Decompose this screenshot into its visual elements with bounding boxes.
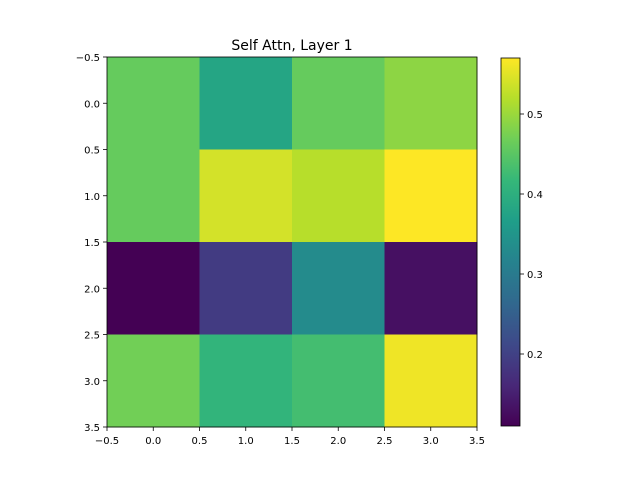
y-tick-label: 1.5 xyxy=(84,238,100,249)
heatmap-cell xyxy=(384,57,478,150)
colorbar-tick-label: 0.3 xyxy=(527,270,543,281)
heatmap-cell xyxy=(199,149,293,243)
x-tick-label: 3.0 xyxy=(423,436,439,447)
colorbar-gradient xyxy=(500,57,521,427)
heatmap-cell xyxy=(292,57,385,150)
y-tick-label: 0.0 xyxy=(84,99,100,110)
chart-title: Self Attn, Layer 1 xyxy=(231,38,352,54)
heatmap-cell xyxy=(199,242,293,335)
heatmap-cells xyxy=(107,57,478,428)
heatmap-cell xyxy=(292,334,385,428)
y-tick-label: 1.0 xyxy=(84,192,100,203)
heatmap-cell xyxy=(384,334,478,428)
colorbar-tick-label: 0.5 xyxy=(527,110,543,121)
heatmap-cell xyxy=(199,334,293,428)
heatmap-cell xyxy=(107,242,200,335)
x-tick-label: −0.5 xyxy=(95,436,119,447)
y-tick-label: 3.0 xyxy=(84,377,100,388)
x-tick-label: 1.5 xyxy=(284,436,300,447)
x-tick-label: 3.5 xyxy=(469,436,485,447)
heatmap-cell xyxy=(384,242,478,335)
y-tick-label: 0.5 xyxy=(84,146,100,157)
y-tick-label: 2.5 xyxy=(84,331,100,342)
x-tick-label: 0.0 xyxy=(145,436,161,447)
y-tick-label: −0.5 xyxy=(76,53,100,64)
heatmap-cell xyxy=(107,57,200,150)
colorbar-tick-label: 0.2 xyxy=(527,350,543,361)
x-tick-label: 2.5 xyxy=(377,436,393,447)
heatmap-cell xyxy=(292,242,385,335)
heatmap-cell xyxy=(107,334,200,428)
colorbar-tick-label: 0.4 xyxy=(527,190,543,201)
y-tick-label: 3.5 xyxy=(84,423,100,434)
heatmap-cell xyxy=(107,149,200,243)
y-tick-label: 2.0 xyxy=(84,284,100,295)
colorbar: 0.2 0.3 0.4 0.5 xyxy=(500,57,543,427)
x-tick-label: 1.0 xyxy=(238,436,254,447)
heatmap-cell xyxy=(292,149,385,243)
axes: −0.5 0.0 0.5 1.0 1.5 2.0 2.5 3.0 3.5 −0.5 0.0 0.5 1.… xyxy=(76,53,485,447)
x-tick-label: 0.5 xyxy=(192,436,208,447)
heatmap-cell xyxy=(199,57,293,150)
heatmap-cell xyxy=(384,149,478,243)
x-tick-label: 2.0 xyxy=(330,436,346,447)
